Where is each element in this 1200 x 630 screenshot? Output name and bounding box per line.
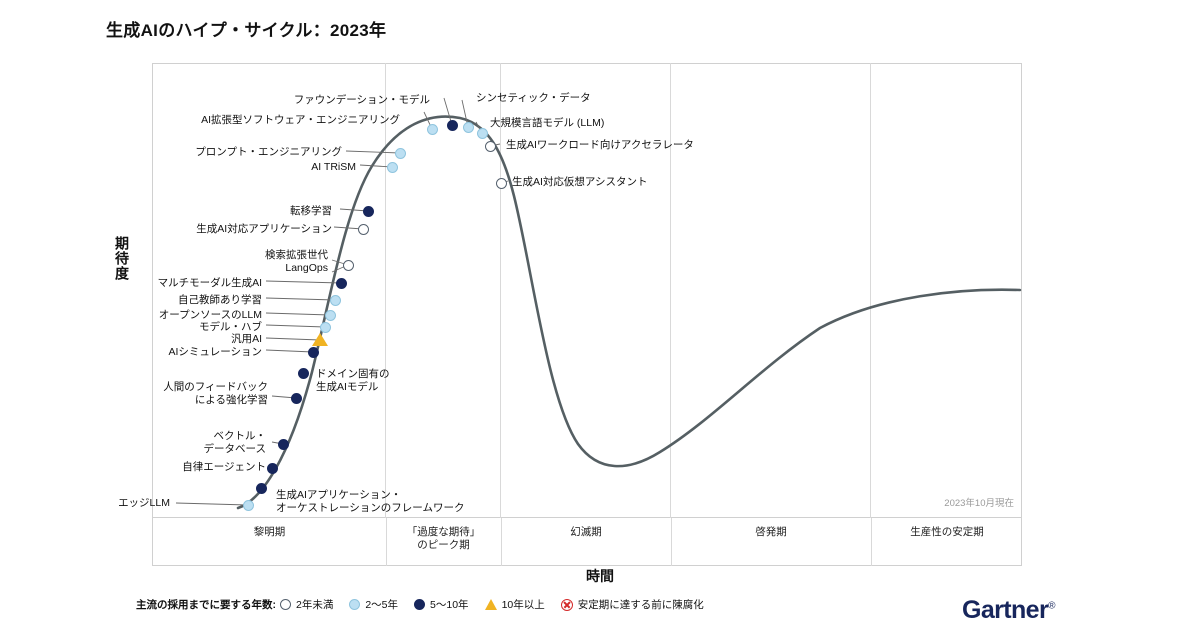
tech-label-22: 生成AI対応仮想アシスタント [512,176,648,188]
phase-band-separator [386,518,387,566]
tech-label-5: ドメイン固有の 生成AIモデル [316,368,390,393]
tech-marker-11[interactable] [335,277,347,289]
phase-label-4: 生産性の安定期 [910,526,984,538]
legend-swatch-obs-icon [560,598,573,611]
tech-label-3: ベクトル・ データベース [203,430,266,455]
tech-label-21: 生成AIワークロード向けアクセラレータ [506,139,694,151]
tech-label-6: AIシミュレーション [168,346,262,358]
tech-marker-0[interactable] [242,499,254,511]
phase-label-0: 黎明期 [253,526,286,538]
phase-band-separator [671,518,672,566]
legend-swatch-y510-icon [414,599,426,610]
legend-swatch-gt10-icon [484,599,497,610]
legend-label-gt10: 10年以上 [501,599,545,611]
legend-label-y510: 5～10年 [430,599,469,611]
legend-item-y25: 2～5年 [349,597,398,612]
tech-label-15: AI TRiSM [311,161,356,173]
tech-marker-19[interactable] [462,121,474,133]
phase-label-1: 「過度な期待」 のピーク期 [406,526,481,551]
tech-marker-21[interactable] [484,140,496,152]
tech-marker-1[interactable] [255,482,267,494]
tech-label-2: 自律エージェント [182,461,266,473]
tech-label-7: 汎用AI [231,333,262,345]
legend-label-lt2: 2年未満 [296,599,334,611]
tech-marker-13[interactable] [357,223,369,235]
tech-label-1: 生成AIアプリケーション・ オーケストレーションのフレームワーク [276,489,465,514]
x-axis-label: 時間 [586,568,614,584]
legend-item-y510: 5～10年 [414,597,469,612]
page-title: 生成AIのハイプ・サイクル：2023年 [106,21,387,40]
tech-marker-17[interactable] [426,123,438,135]
legend: 主流の採用までに要する年数: 2年未満 2～5年 5～10年 10年以上 安定期に達する… [136,597,720,612]
tech-marker-9[interactable] [324,309,336,321]
tech-marker-20[interactable] [476,127,488,139]
legend-label-y25: 2～5年 [365,599,399,611]
legend-label-obs: 安定期に達する前に陳腐化 [577,599,704,611]
tech-label-0: エッジLLM [118,497,170,509]
tech-marker-4[interactable] [290,392,302,404]
tech-label-9: オープンソースのLLM [158,309,262,321]
tech-marker-2[interactable] [266,462,278,474]
tech-label-10: 自己教師あり学習 [178,294,262,306]
phase-label-3: 啓発期 [755,526,787,538]
as-of-date: 2023年10月現在 [944,498,1014,509]
tech-label-17: AI拡張型ソフトウェア・エンジニアリング [201,114,400,126]
legend-item-gt10: 10年以上 [484,597,545,612]
tech-label-14: 転移学習 [290,205,332,217]
tech-label-12: 検索拡張世代 LangOps [265,249,328,274]
tech-label-4: 人間のフィードバック による強化学習 [163,381,268,406]
tech-marker-6[interactable] [307,346,319,358]
tech-marker-15[interactable] [386,161,398,173]
tech-label-19: シンセティック・データ [476,92,591,104]
tech-marker-14[interactable] [362,205,374,217]
tech-label-20: 大規模言語モデル (LLM) [490,117,605,129]
tech-marker-18[interactable] [446,119,458,131]
tech-marker-12[interactable] [342,259,354,271]
legend-item-lt2: 2年未満 [280,597,333,612]
tech-marker-10[interactable] [329,294,341,306]
y-axis-label: 期待度 [114,236,130,281]
tech-label-11: マルチモーダル生成AI [157,277,262,289]
legend-title: 主流の採用までに要する年数: [136,599,276,611]
phase-band-row: 黎明期 「過度な期待」 のピーク期 幻滅期 啓発期 生産性の安定期 [152,518,1022,566]
legend-swatch-y25-icon [349,599,361,610]
phase-band-separator [871,518,872,566]
phase-label-2: 幻滅期 [570,526,602,538]
legend-item-obs: 安定期に達する前に陳腐化 [560,597,704,612]
gartner-logo: Gartner® [962,596,1055,624]
tech-label-13: 生成AI対応アプリケーション [196,223,332,235]
tech-marker-5[interactable] [297,367,309,379]
tech-label-8: モデル・ハブ [199,321,262,333]
tech-marker-triangle-7[interactable] [312,333,328,346]
tech-marker-8[interactable] [319,321,331,333]
legend-swatch-lt2-icon [280,599,291,610]
phase-band-separator [501,518,502,566]
tech-marker-3[interactable] [277,438,289,450]
tech-label-16: プロンプト・エンジニアリング [195,146,342,158]
tech-marker-22[interactable] [495,177,507,189]
tech-marker-16[interactable] [394,147,406,159]
tech-label-18: ファウンデーション・モデル [293,94,430,106]
